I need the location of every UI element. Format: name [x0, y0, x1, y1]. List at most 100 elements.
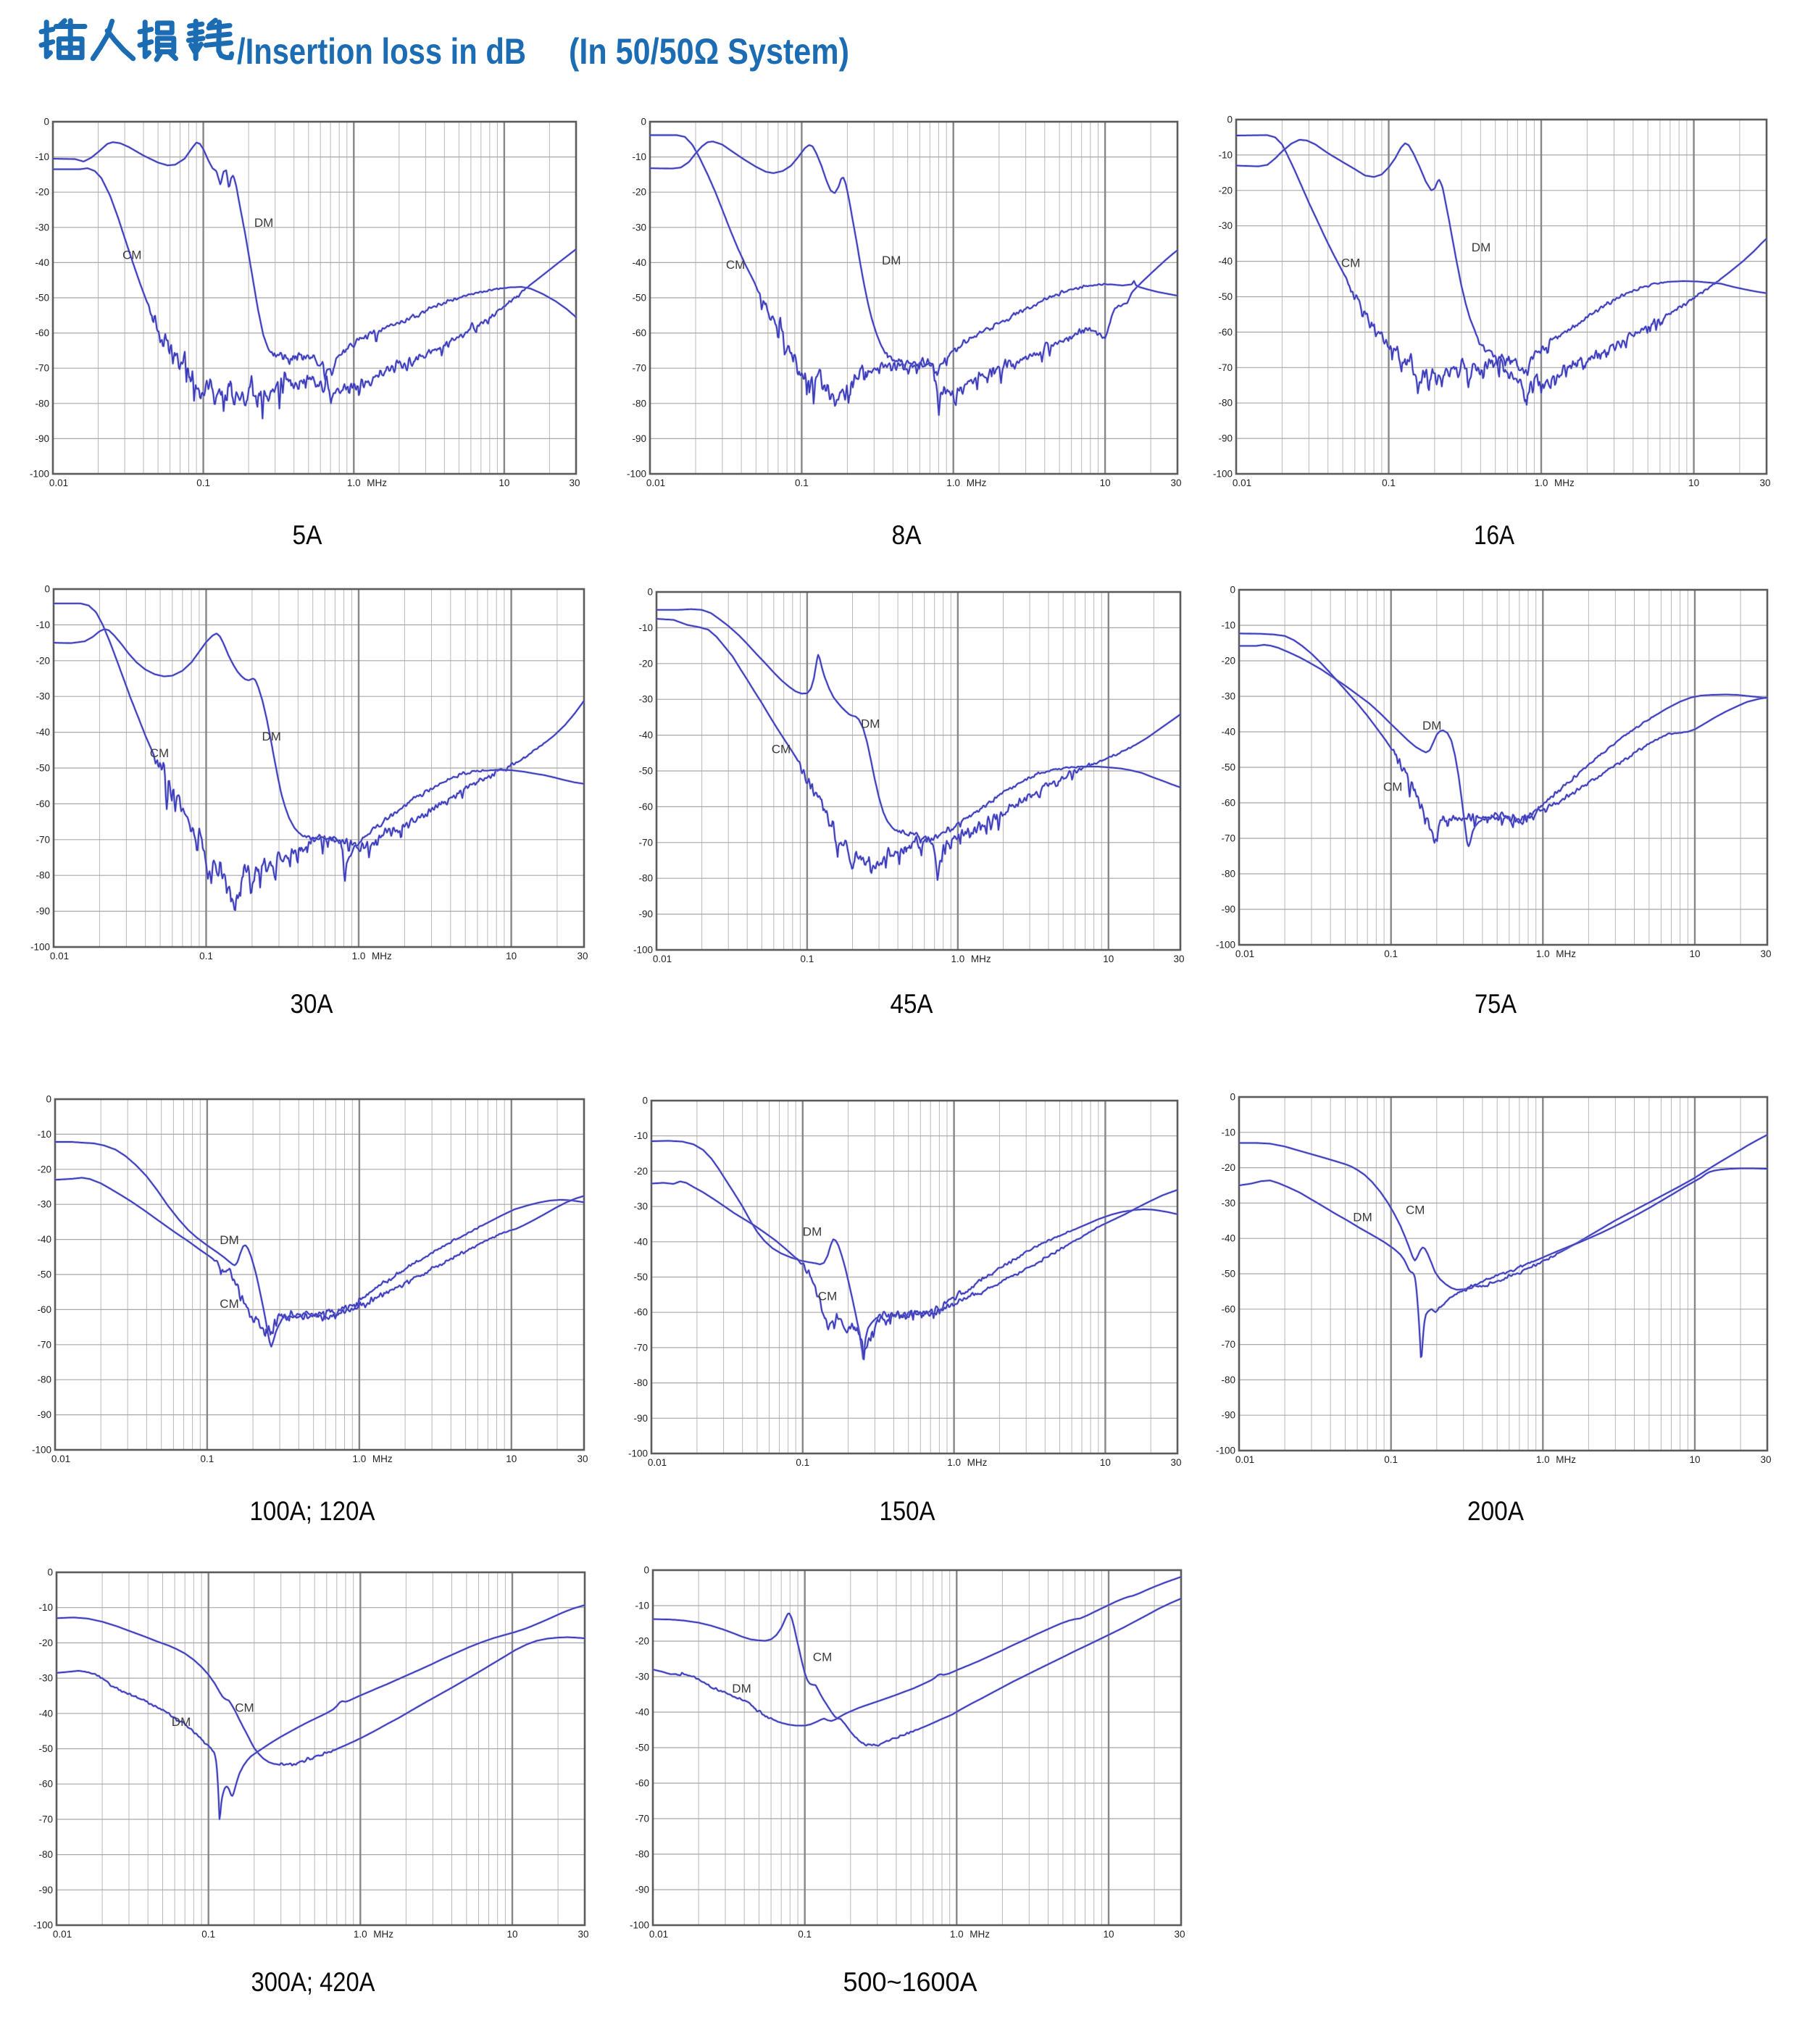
svg-text:MHz: MHz — [372, 951, 392, 961]
svg-text:1.0: 1.0 — [354, 1929, 367, 1940]
svg-text:5A: 5A — [293, 520, 322, 550]
svg-text:-90: -90 — [632, 433, 646, 444]
svg-text:0: 0 — [43, 117, 49, 128]
svg-text:-40: -40 — [635, 1707, 649, 1718]
svg-text:-100: -100 — [628, 1448, 648, 1459]
svg-text:-50: -50 — [37, 1269, 51, 1280]
svg-text:10: 10 — [506, 1929, 517, 1940]
svg-text:/Insertion loss in dB: /Insertion loss in dB — [237, 31, 526, 72]
svg-text:-100: -100 — [627, 469, 646, 480]
svg-text:-80: -80 — [37, 1375, 51, 1385]
svg-text:-10: -10 — [638, 622, 653, 633]
svg-text:0.01: 0.01 — [1235, 1454, 1254, 1465]
svg-text:-70: -70 — [1218, 362, 1233, 373]
svg-text:CM: CM — [122, 249, 141, 262]
svg-text:CM: CM — [220, 1297, 238, 1311]
svg-text:-90: -90 — [1221, 904, 1235, 915]
svg-text:-60: -60 — [638, 801, 653, 812]
svg-text:-80: -80 — [632, 398, 646, 409]
svg-text:10: 10 — [499, 477, 509, 488]
svg-text:MHz: MHz — [372, 1453, 393, 1464]
svg-text:DM: DM — [1353, 1210, 1372, 1224]
svg-text:1.0: 1.0 — [1536, 948, 1550, 959]
svg-text:-20: -20 — [1218, 185, 1233, 196]
svg-text:DM: DM — [861, 717, 880, 731]
svg-text:-30: -30 — [1221, 1198, 1235, 1209]
svg-text:45A: 45A — [891, 989, 933, 1019]
svg-text:-60: -60 — [37, 1304, 51, 1315]
svg-text:-90: -90 — [635, 1885, 649, 1895]
svg-text:0.1: 0.1 — [196, 477, 210, 488]
svg-text:-100: -100 — [1216, 940, 1235, 951]
svg-text:-100: -100 — [30, 469, 49, 480]
svg-text:-60: -60 — [1221, 1303, 1235, 1314]
svg-text:-80: -80 — [38, 1849, 53, 1860]
svg-text:30: 30 — [569, 477, 580, 488]
svg-text:0.01: 0.01 — [49, 477, 68, 488]
svg-text:-100: -100 — [30, 942, 50, 953]
svg-text:-90: -90 — [36, 906, 50, 917]
svg-text:-100: -100 — [32, 1445, 51, 1456]
svg-text:500~1600A: 500~1600A — [843, 1967, 977, 1997]
svg-text:30: 30 — [577, 1453, 588, 1464]
svg-text:-100: -100 — [33, 1920, 53, 1931]
svg-text:-10: -10 — [1221, 1127, 1235, 1138]
svg-text:1.0: 1.0 — [347, 477, 361, 488]
svg-text:-70: -70 — [635, 1814, 649, 1824]
svg-text:DM: DM — [732, 1682, 751, 1695]
svg-text:0.1: 0.1 — [201, 1453, 214, 1464]
svg-text:0: 0 — [1230, 1092, 1235, 1103]
svg-text:-10: -10 — [37, 1129, 51, 1140]
svg-text:-10: -10 — [633, 1130, 648, 1141]
svg-text:CM: CM — [1406, 1204, 1425, 1217]
svg-text:1.0: 1.0 — [950, 1929, 964, 1940]
svg-text:-60: -60 — [38, 1779, 53, 1790]
svg-text:MHz: MHz — [1554, 477, 1575, 488]
svg-text:0.01: 0.01 — [51, 1453, 70, 1464]
svg-text:CM: CM — [150, 746, 169, 760]
svg-text:0: 0 — [647, 587, 653, 598]
svg-text:-50: -50 — [35, 293, 49, 304]
svg-text:-30: -30 — [635, 1672, 649, 1682]
svg-text:0.01: 0.01 — [1233, 477, 1251, 488]
svg-text:10: 10 — [1103, 954, 1114, 964]
svg-text:0: 0 — [1227, 114, 1233, 125]
svg-text:-80: -80 — [633, 1377, 648, 1388]
svg-text:CM: CM — [813, 1650, 832, 1664]
svg-text:-30: -30 — [1218, 220, 1233, 231]
svg-text:DM: DM — [882, 254, 901, 267]
svg-text:(In 50/50Ω System): (In 50/50Ω System) — [569, 31, 849, 72]
svg-text:-70: -70 — [38, 1814, 53, 1824]
svg-text:-90: -90 — [1221, 1410, 1235, 1421]
svg-text:30: 30 — [1759, 477, 1770, 488]
svg-text:-10: -10 — [1221, 620, 1235, 631]
svg-text:DM: DM — [1422, 719, 1441, 733]
svg-text:-20: -20 — [35, 187, 49, 198]
svg-text:0: 0 — [47, 1567, 53, 1578]
svg-text:-50: -50 — [633, 1272, 648, 1282]
svg-text:-40: -40 — [1218, 256, 1233, 267]
svg-text:-100: -100 — [630, 1920, 649, 1931]
svg-text:DM: DM — [254, 216, 273, 230]
svg-text:0.1: 0.1 — [199, 951, 213, 961]
svg-text:-60: -60 — [35, 328, 49, 338]
svg-text:0: 0 — [46, 1094, 51, 1105]
svg-text:-50: -50 — [638, 766, 653, 777]
svg-text:30: 30 — [1174, 1929, 1185, 1940]
svg-text:-10: -10 — [38, 1602, 53, 1613]
svg-text:-20: -20 — [37, 1164, 51, 1175]
svg-text:10: 10 — [1688, 477, 1699, 488]
svg-text:DM: DM — [172, 1715, 191, 1729]
svg-text:-50: -50 — [1221, 1269, 1235, 1280]
svg-text:-50: -50 — [1221, 762, 1235, 773]
svg-text:-90: -90 — [38, 1885, 53, 1895]
svg-text:-10: -10 — [1218, 149, 1233, 160]
svg-text:0.1: 0.1 — [795, 477, 809, 488]
svg-text:0.1: 0.1 — [798, 1929, 812, 1940]
svg-text:DM: DM — [220, 1233, 238, 1247]
svg-text:MHz: MHz — [967, 477, 987, 488]
svg-text:-60: -60 — [632, 328, 646, 338]
svg-text:8A: 8A — [892, 520, 922, 550]
svg-text:-20: -20 — [38, 1638, 53, 1648]
svg-text:-80: -80 — [1218, 398, 1233, 409]
